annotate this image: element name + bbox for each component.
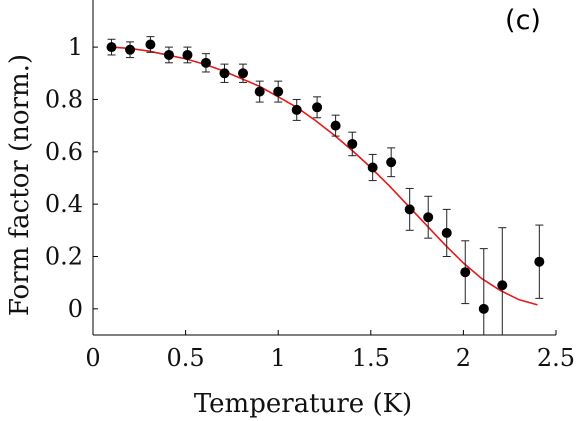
x-tick-label: 1.5: [352, 344, 390, 372]
data-point: [125, 44, 136, 55]
data-point: [367, 162, 378, 173]
panel-label: (c): [505, 5, 541, 36]
data-points-group: [106, 36, 545, 335]
ticks: 0 0.5 1 1.5 2 2.5 0 0.2 0.4 0.6 0.8 1: [45, 33, 575, 372]
data-point: [347, 138, 358, 149]
data-point: [182, 49, 193, 60]
data-point: [145, 39, 156, 50]
y-axis-title: Form factor (norm.): [5, 54, 35, 316]
x-tick-label: 0: [85, 344, 100, 372]
fit-line: [111, 46, 538, 306]
axes: [92, 0, 556, 336]
y-tick-label: 0.2: [45, 242, 83, 270]
data-point: [404, 204, 415, 215]
data-point: [106, 42, 117, 53]
data-point: [478, 303, 489, 314]
data-point: [460, 267, 471, 278]
data-point: [273, 86, 284, 97]
data-point: [534, 256, 545, 267]
data-point: [254, 86, 265, 97]
data-point: [423, 212, 434, 223]
data-point: [219, 68, 230, 79]
y-tick-label: 0.8: [45, 85, 83, 113]
data-point: [163, 49, 174, 60]
y-tick-label: 0: [68, 295, 83, 323]
data-point: [238, 68, 249, 79]
y-tick-label: 0.6: [45, 138, 83, 166]
data-point: [200, 57, 211, 68]
y-tick-label: 1: [68, 33, 83, 61]
data-point: [497, 280, 508, 291]
data-point: [441, 227, 452, 238]
data-point: [312, 102, 323, 113]
x-tick-label: 1: [271, 344, 286, 372]
x-tick-label: 0.5: [167, 344, 205, 372]
data-point: [291, 104, 302, 115]
data-point: [386, 157, 397, 168]
data-point: [330, 120, 341, 131]
x-tick-label: 2.5: [537, 344, 575, 372]
y-tick-label: 0.4: [45, 190, 83, 218]
x-axis-title: Temperature (K): [194, 389, 412, 419]
x-tick-label: 2: [456, 344, 471, 372]
fit-curve-group: [111, 46, 538, 306]
